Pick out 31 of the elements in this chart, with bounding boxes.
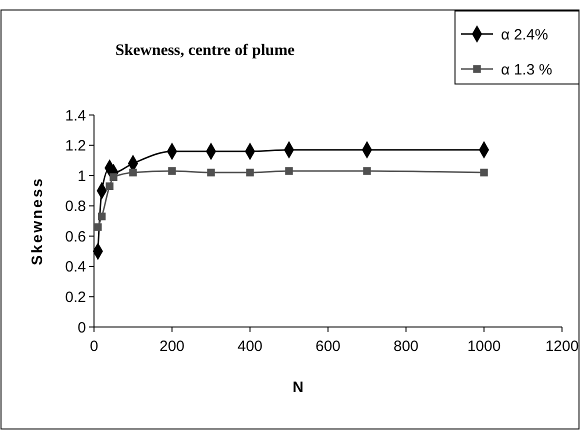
legend-label: α 1.3 % xyxy=(501,61,552,78)
point xyxy=(98,212,106,220)
y-tick-label: 1 xyxy=(78,168,86,185)
point xyxy=(110,173,118,181)
point xyxy=(94,223,102,231)
chart-title: Skewness, centre of plume xyxy=(115,42,295,59)
x-tick-label: 600 xyxy=(315,338,341,355)
point xyxy=(168,167,176,175)
point xyxy=(129,168,137,176)
x-tick-label: 0 xyxy=(90,338,98,355)
y-tick-label: 1.2 xyxy=(65,138,86,155)
point xyxy=(207,168,215,176)
y-tick-label: 0.4 xyxy=(65,258,86,276)
point xyxy=(246,168,254,176)
x-tick-label: 1200 xyxy=(545,338,579,355)
x-tick-label: 200 xyxy=(159,338,185,355)
point xyxy=(285,167,293,175)
x-tick-label: 400 xyxy=(237,338,263,355)
point xyxy=(106,182,114,190)
point xyxy=(480,168,488,176)
legend-label: α 2.4% xyxy=(501,26,548,44)
y-tick-label: 0.2 xyxy=(65,288,86,306)
y-tick-label: 0.6 xyxy=(65,228,86,246)
y-tick-label: 0.8 xyxy=(65,198,86,216)
y-tick-label: 0 xyxy=(78,319,86,336)
x-tick-label: 800 xyxy=(393,338,419,355)
x-tick-label: 1000 xyxy=(467,338,501,355)
y-axis-title: Skewness xyxy=(29,176,46,266)
x-axis-title: N xyxy=(292,379,304,396)
y-tick-label: 1.4 xyxy=(65,107,86,124)
point xyxy=(363,167,371,175)
